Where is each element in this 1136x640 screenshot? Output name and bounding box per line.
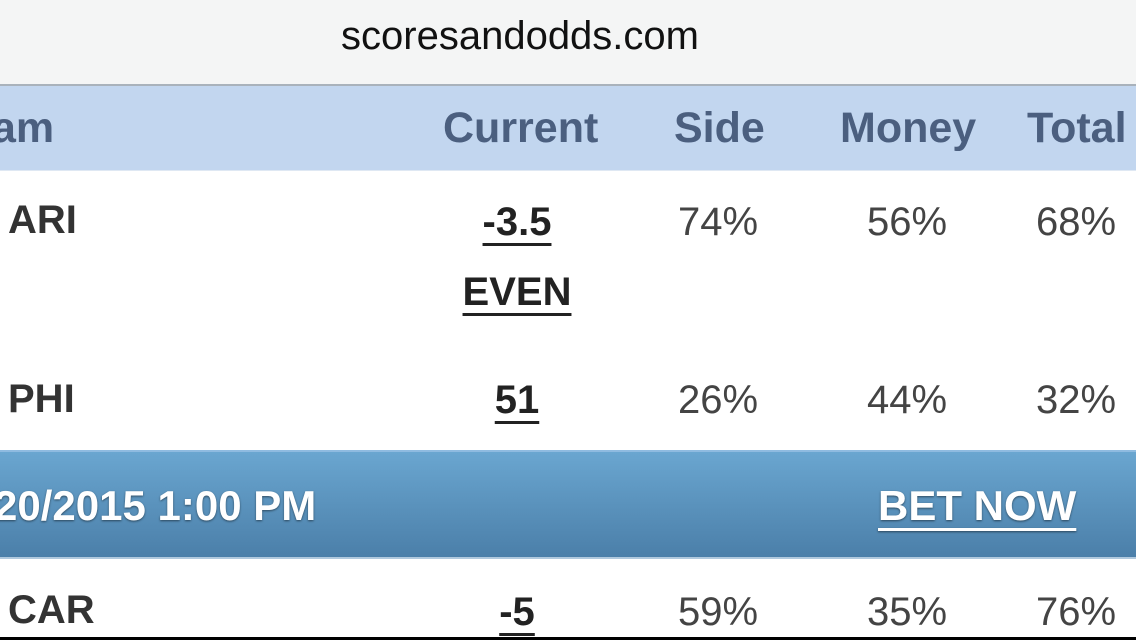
url-text[interactable]: scoresandodds.com	[341, 14, 699, 58]
current-line-link[interactable]: -3.5	[482, 200, 552, 244]
game-datetime: 20/2015 1:00 PM	[0, 482, 317, 529]
money-pct: 56%	[866, 200, 948, 244]
current-line-link[interactable]: EVEN	[462, 270, 572, 314]
money-pct: 35%	[866, 590, 948, 634]
current-line-link[interactable]: -5	[499, 590, 535, 634]
header-team: am	[0, 104, 55, 152]
bet-now-link[interactable]: BET NOW	[878, 482, 1077, 529]
header-total: Total	[1027, 104, 1127, 152]
money-pct: 44%	[866, 378, 948, 422]
table-header: am Current Side Money Total	[0, 86, 1136, 171]
team-name: PHI	[8, 377, 75, 421]
side-pct: 26%	[677, 378, 759, 422]
bottom-divider	[0, 637, 1136, 640]
side-pct: 74%	[677, 200, 759, 244]
team-name: ARI	[8, 198, 77, 242]
total-pct: 68%	[1035, 200, 1117, 244]
header-side: Side	[674, 104, 765, 152]
browser-address-bar[interactable]: scoresandodds.com	[0, 0, 1136, 86]
total-pct: 76%	[1035, 590, 1117, 634]
game-header-bar: 20/2015 1:00 PM BET NOW	[0, 450, 1136, 559]
team-name: CAR	[8, 588, 95, 632]
total-pct: 32%	[1035, 378, 1117, 422]
header-money: Money	[840, 104, 977, 152]
header-current: Current	[443, 104, 599, 152]
side-pct: 59%	[677, 590, 759, 634]
current-line-link[interactable]: 51	[494, 378, 540, 422]
